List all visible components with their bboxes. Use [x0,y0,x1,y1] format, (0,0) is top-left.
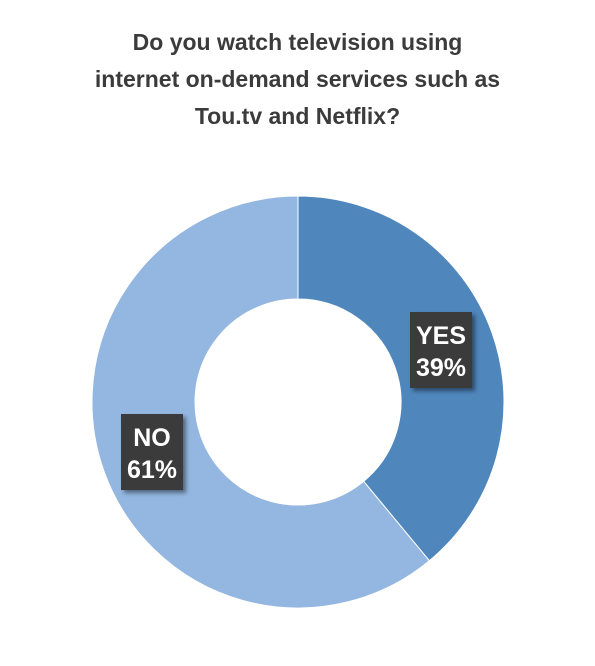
chart-title-line-2: internet on-demand services such as [94,66,501,92]
data-label-category: YES [416,322,466,350]
data-label-box [410,312,472,388]
slice-yes [297,195,505,562]
chart-title-line-1: Do you watch television using [132,29,463,55]
slice-no [91,195,431,609]
data-label-yes: YES 39% [410,312,472,388]
data-label-value: 39% [416,354,466,382]
chart-title: Do you watch television using internet o… [20,24,575,135]
chart-title-line-3: Tou.tv and Netflix? [194,103,401,129]
data-label-no: NO 61% [121,414,183,490]
data-label-box [121,414,183,490]
data-label-category: NO [133,424,171,452]
data-label-value: 61% [127,456,177,484]
